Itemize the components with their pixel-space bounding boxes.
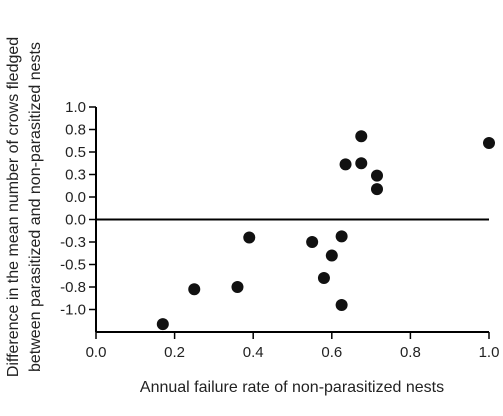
data-point xyxy=(355,157,368,170)
x-tick-label: 1.0 xyxy=(479,344,500,361)
x-tick-label: 0.6 xyxy=(321,344,342,361)
x-tick-label: 0.4 xyxy=(243,344,264,361)
y-tick-label: 0.0 xyxy=(65,189,86,206)
data-point xyxy=(306,236,319,248)
data-point xyxy=(355,130,368,143)
y-tick-label: -1.0 xyxy=(60,302,86,319)
data-point xyxy=(188,283,201,296)
x-tick-label: 0.2 xyxy=(164,344,185,361)
y-tick-label: 0.3 xyxy=(65,167,86,184)
data-point xyxy=(335,299,348,311)
data-point xyxy=(231,281,244,293)
y-axis-label-line-1: Difference in the mean number of crows f… xyxy=(5,37,22,377)
data-point xyxy=(156,318,169,331)
data-point xyxy=(370,169,383,182)
data-point xyxy=(317,272,330,284)
y-tick-label: 0.8 xyxy=(65,122,86,139)
x-tick-label: 0.0 xyxy=(86,344,107,361)
y-tick-label: 0.5 xyxy=(65,144,86,161)
y-tick-label: 0.0 xyxy=(65,212,86,229)
x-tick-label: 0.8 xyxy=(400,344,421,361)
x-axis-label: Annual failure rate of non-parasitized n… xyxy=(140,379,444,396)
data-point xyxy=(335,230,348,243)
y-tick-label: -0.5 xyxy=(60,257,86,274)
y-axis-label-line-2: between parasitized and non-parasitized … xyxy=(27,42,44,372)
y-tick-label: 1.0 xyxy=(65,99,86,116)
data-point xyxy=(483,137,495,149)
y-tick-label: -0.3 xyxy=(60,234,86,251)
data-point xyxy=(339,158,352,171)
plot-area: 1.0 0.8 0.5 0.3 0.0 0.0 -0.3 -0.5 -0.8 -1.0 0.0 0.2… xyxy=(60,99,499,361)
data-point xyxy=(370,183,383,196)
data-point xyxy=(325,249,338,262)
data-point xyxy=(243,231,256,244)
y-tick-label: -0.8 xyxy=(60,279,86,296)
